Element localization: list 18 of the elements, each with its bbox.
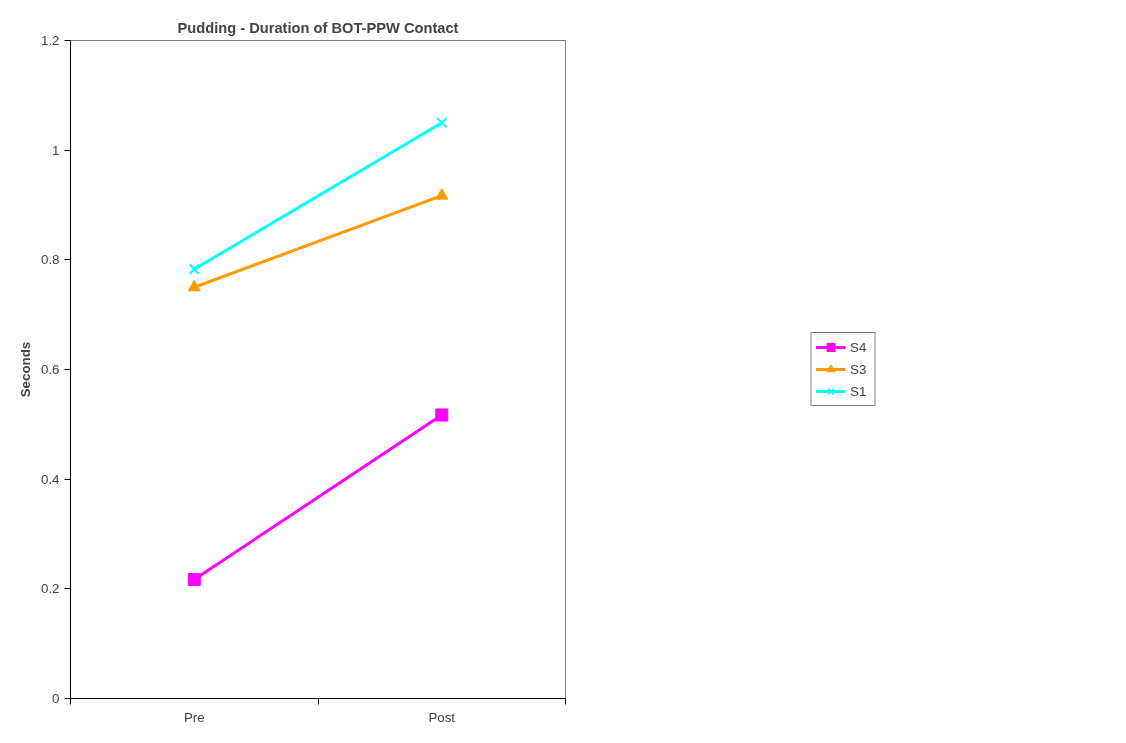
y-tick-label: 0.4 — [40, 471, 61, 487]
x-tick-label: Pre — [183, 709, 205, 725]
y-tick-label: 1 — [52, 142, 60, 158]
point — [436, 117, 448, 129]
legend-label: S3 — [850, 361, 868, 377]
y-tick-label: 0.2 — [40, 581, 60, 597]
chart-title: Pudding - Duration of BOT-PPW Contact — [177, 19, 459, 36]
legend-label: S1 — [850, 383, 868, 399]
y-tick-label: 0.8 — [40, 252, 60, 268]
point — [187, 573, 201, 587]
legend-label: S4 — [850, 339, 868, 355]
point — [435, 408, 449, 422]
y-tick-label: 1.2 — [40, 33, 60, 48]
point — [188, 263, 200, 275]
y-tick-label: 0 — [52, 691, 60, 706]
y-tick-label: 0.6 — [40, 362, 60, 377]
y-axis-title: Seconds — [17, 341, 33, 398]
x-tick-label: Post — [428, 709, 456, 725]
